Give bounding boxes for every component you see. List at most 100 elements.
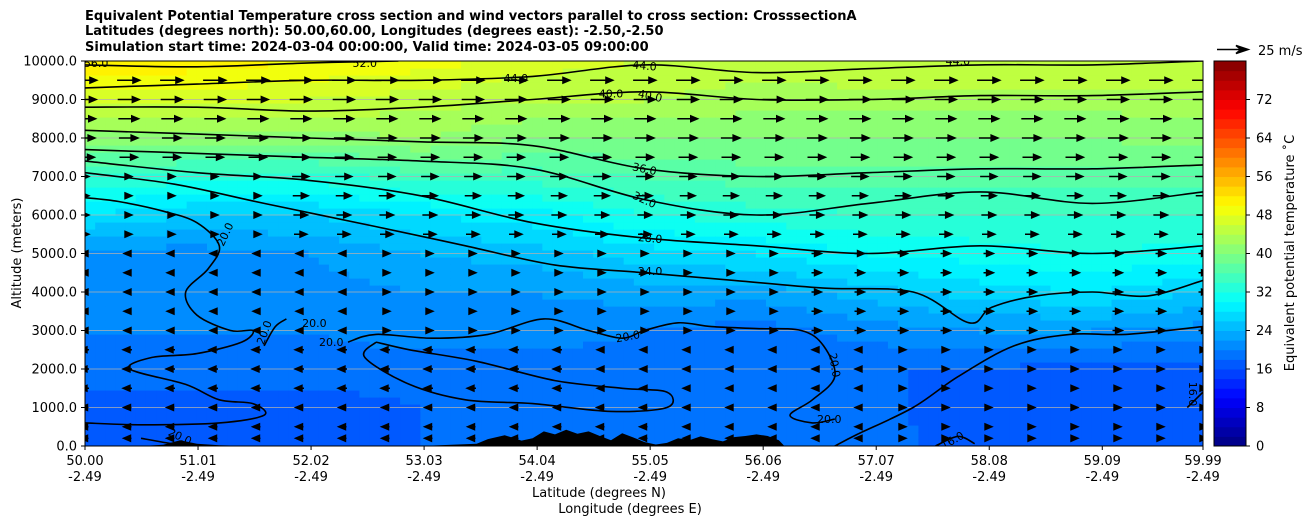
field-cell xyxy=(247,271,259,279)
field-cell xyxy=(257,292,269,300)
field-cell xyxy=(735,145,747,153)
field-cell xyxy=(593,180,604,188)
field-cell xyxy=(176,278,188,286)
field-cell xyxy=(461,418,472,426)
field-cell xyxy=(837,68,848,76)
field-cell xyxy=(176,131,188,139)
field-cell xyxy=(959,229,970,237)
field-cell xyxy=(267,432,279,440)
field-cell xyxy=(186,110,198,118)
field-cell xyxy=(857,411,869,419)
field-cell xyxy=(552,320,564,328)
field-cell xyxy=(217,271,228,279)
field-cell xyxy=(542,285,554,293)
field-cell xyxy=(704,187,716,195)
field-cell xyxy=(206,152,218,160)
field-cell xyxy=(583,334,594,342)
field-cell xyxy=(552,411,564,419)
field-cell xyxy=(369,390,381,398)
field-cell xyxy=(196,397,208,405)
field-cell xyxy=(725,215,737,223)
field-cell xyxy=(308,285,320,293)
field-cell xyxy=(430,355,442,363)
field-cell xyxy=(684,292,696,300)
field-cell xyxy=(583,390,594,398)
field-cell xyxy=(115,61,127,69)
field-cell xyxy=(887,334,899,342)
field-cell xyxy=(267,159,279,167)
field-cell xyxy=(583,355,594,363)
field-cell xyxy=(491,418,503,426)
field-cell xyxy=(532,61,543,69)
field-cell xyxy=(298,439,310,446)
field-cell xyxy=(389,418,401,426)
field-cell xyxy=(664,180,676,188)
field-cell xyxy=(694,376,706,384)
field-cell xyxy=(877,278,889,286)
field-cell xyxy=(349,194,361,202)
field-cell xyxy=(928,257,940,265)
field-cell xyxy=(85,215,96,223)
field-cell xyxy=(217,334,228,342)
field-cell xyxy=(328,166,340,174)
field-cell xyxy=(206,271,218,279)
field-cell xyxy=(796,320,808,328)
field-cell xyxy=(755,166,767,174)
field-cell xyxy=(288,383,300,391)
field-cell xyxy=(776,201,787,209)
field-cell xyxy=(217,236,228,244)
field-cell xyxy=(491,152,503,160)
field-cell xyxy=(999,439,1011,446)
field-cell xyxy=(217,369,228,377)
field-cell xyxy=(166,264,178,272)
field-cell xyxy=(959,201,970,209)
field-cell xyxy=(298,257,310,265)
field-cell xyxy=(511,138,523,146)
field-cell xyxy=(125,376,137,384)
field-cell xyxy=(755,194,767,202)
field-cell xyxy=(318,411,330,419)
field-cell xyxy=(765,313,777,321)
field-cell xyxy=(684,61,696,69)
field-cell xyxy=(339,411,350,419)
field-cell xyxy=(85,257,96,265)
field-cell xyxy=(237,222,249,230)
field-cell xyxy=(593,341,604,349)
field-cell xyxy=(166,320,178,328)
field-cell xyxy=(115,201,127,209)
field-cell xyxy=(278,257,289,265)
field-cell xyxy=(298,411,310,419)
field-cell xyxy=(186,68,198,76)
field-cell xyxy=(389,313,401,321)
field-cell xyxy=(613,292,625,300)
field-cell xyxy=(857,124,869,132)
field-cell xyxy=(217,411,228,419)
field-cell xyxy=(989,355,1001,363)
field-cell xyxy=(959,383,970,391)
field-cell xyxy=(237,124,249,132)
field-cell xyxy=(826,201,838,209)
field-cell xyxy=(166,257,178,265)
field-cell xyxy=(389,390,401,398)
field-cell xyxy=(633,278,645,286)
field-cell xyxy=(928,187,940,195)
field-cell xyxy=(715,432,726,440)
field-cell xyxy=(572,138,584,146)
field-cell xyxy=(430,145,442,153)
field-cell xyxy=(654,278,665,286)
field-cell xyxy=(857,278,869,286)
field-cell xyxy=(328,61,340,69)
field-cell xyxy=(735,229,747,237)
field-cell xyxy=(267,418,279,426)
field-cell xyxy=(826,138,838,146)
field-cell xyxy=(725,299,737,307)
field-cell xyxy=(664,299,676,307)
field-cell xyxy=(217,68,228,76)
field-cell xyxy=(298,145,310,153)
field-cell xyxy=(552,131,564,139)
field-cell xyxy=(95,397,106,405)
field-cell xyxy=(786,362,798,370)
field-cell xyxy=(715,285,726,293)
field-cell xyxy=(461,425,472,433)
field-cell xyxy=(95,306,106,314)
